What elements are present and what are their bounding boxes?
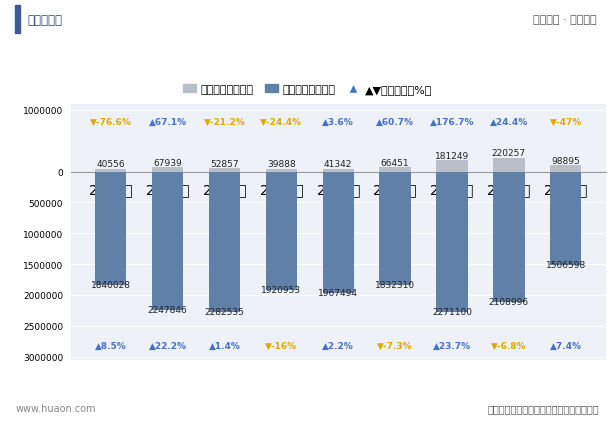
Text: 2271100: 2271100	[432, 307, 472, 316]
Text: ▲176.7%: ▲176.7%	[430, 117, 474, 126]
Text: 40556: 40556	[97, 160, 125, 169]
Text: ▲24.4%: ▲24.4%	[490, 117, 528, 126]
Bar	[209, 169, 240, 172]
Text: ▼-21.2%: ▼-21.2%	[204, 117, 245, 126]
Text: ▲22.2%: ▲22.2%	[149, 341, 186, 350]
Bar	[266, 170, 297, 172]
Bar	[379, 172, 411, 285]
Text: 66451: 66451	[381, 158, 410, 167]
Text: 1506598: 1506598	[546, 260, 586, 269]
Text: ▲2.2%: ▲2.2%	[322, 341, 354, 350]
Text: 2016-2024年8月满洲里市(境内目的地/货源地)进、出口额: 2016-2024年8月满洲里市(境内目的地/货源地)进、出口额	[166, 51, 449, 66]
Bar	[209, 172, 240, 313]
Bar	[493, 172, 525, 302]
Text: ▼-16%: ▼-16%	[265, 341, 298, 350]
Text: ▲67.1%: ▲67.1%	[148, 117, 186, 126]
Bar	[15, 6, 20, 35]
Text: ▼-7.3%: ▼-7.3%	[378, 341, 413, 350]
Text: 52857: 52857	[210, 159, 239, 168]
Bar	[379, 168, 411, 172]
Bar	[152, 172, 183, 311]
Text: 1967494: 1967494	[318, 288, 359, 297]
Text: 2247846: 2247846	[148, 305, 188, 315]
Bar	[323, 172, 354, 293]
Text: 67939: 67939	[153, 158, 182, 167]
Text: ▲23.7%: ▲23.7%	[433, 341, 471, 350]
Text: 220257: 220257	[492, 149, 526, 158]
Text: 1832310: 1832310	[375, 280, 415, 289]
Text: ▼-24.4%: ▼-24.4%	[260, 117, 303, 126]
Bar	[493, 158, 525, 172]
Bar	[550, 166, 581, 172]
Bar	[266, 172, 297, 291]
Text: ▲7.4%: ▲7.4%	[550, 341, 582, 350]
Text: 39888: 39888	[267, 160, 296, 169]
Text: 1840028: 1840028	[90, 280, 131, 290]
Text: ▲3.6%: ▲3.6%	[322, 117, 354, 126]
Text: 2108996: 2108996	[489, 297, 529, 306]
Text: ▲8.5%: ▲8.5%	[95, 341, 127, 350]
Bar	[152, 168, 183, 172]
Bar	[95, 170, 126, 172]
Bar	[437, 172, 467, 312]
Bar	[95, 172, 126, 285]
Text: 98895: 98895	[552, 156, 580, 165]
Text: ▲1.4%: ▲1.4%	[208, 341, 240, 350]
Text: 1920953: 1920953	[261, 285, 301, 294]
Text: 41342: 41342	[324, 160, 352, 169]
Text: ▼-47%: ▼-47%	[550, 117, 582, 126]
Text: www.huaon.com: www.huaon.com	[15, 403, 96, 413]
Bar	[323, 170, 354, 172]
Text: ▲60.7%: ▲60.7%	[376, 117, 414, 126]
Text: ▼-76.6%: ▼-76.6%	[90, 117, 132, 126]
Text: 专业严谨 · 客观科学: 专业严谨 · 客观科学	[533, 15, 597, 25]
Text: ▼-6.8%: ▼-6.8%	[491, 341, 526, 350]
Bar	[437, 161, 467, 172]
Legend: 出口额（千美元）, 进口额（千美元）, ▲▼同比增长（%）: 出口额（千美元）, 进口额（千美元）, ▲▼同比增长（%）	[178, 80, 437, 99]
Bar	[550, 172, 581, 265]
Text: 2282535: 2282535	[205, 308, 244, 317]
Text: 数据来源：中国海关，华经产业研究院整理: 数据来源：中国海关，华经产业研究院整理	[488, 403, 600, 413]
Text: 181249: 181249	[435, 151, 469, 160]
Text: 华经情报网: 华经情报网	[28, 14, 63, 27]
